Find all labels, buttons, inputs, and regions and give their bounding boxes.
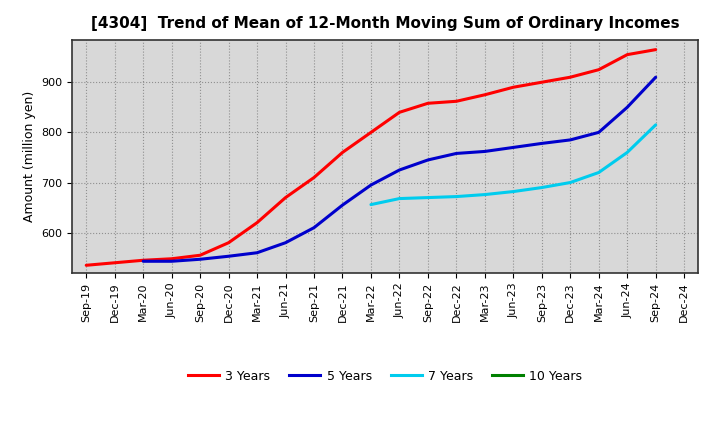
3 Years [167,256,176,261]
5 Years [623,105,631,110]
Line: 5 Years: 5 Years [143,77,656,261]
Line: 7 Years: 7 Years [371,125,656,205]
3 Years [452,99,461,104]
7 Years [509,189,518,194]
3 Years [537,80,546,85]
5 Years [595,130,603,135]
5 Years [282,240,290,246]
3 Years [282,195,290,200]
3 Years [395,110,404,115]
7 Years [366,202,375,207]
5 Years [196,257,204,262]
5 Years [480,149,489,154]
7 Years [480,192,489,197]
3 Years [623,52,631,57]
5 Years [338,202,347,208]
7 Years [395,196,404,201]
7 Years [537,185,546,190]
3 Years [423,101,432,106]
5 Years [566,137,575,143]
3 Years [595,67,603,72]
7 Years [452,194,461,199]
3 Years [366,130,375,135]
5 Years [167,259,176,264]
7 Years [652,122,660,128]
7 Years [566,180,575,185]
5 Years [452,151,461,156]
5 Years [310,225,318,230]
3 Years [480,92,489,97]
3 Years [110,260,119,265]
3 Years [139,258,148,263]
5 Years [253,250,261,255]
5 Years [652,74,660,80]
5 Years [395,167,404,172]
3 Years [225,240,233,246]
3 Years [253,220,261,225]
7 Years [423,195,432,200]
5 Years [537,141,546,146]
7 Years [595,170,603,175]
3 Years [509,84,518,90]
Legend: 3 Years, 5 Years, 7 Years, 10 Years: 3 Years, 5 Years, 7 Years, 10 Years [183,365,588,388]
3 Years [310,175,318,180]
5 Years [139,259,148,264]
3 Years [82,263,91,268]
3 Years [566,74,575,80]
Y-axis label: Amount (million yen): Amount (million yen) [22,91,35,222]
5 Years [509,145,518,150]
Title: [4304]  Trend of Mean of 12-Month Moving Sum of Ordinary Incomes: [4304] Trend of Mean of 12-Month Moving … [91,16,680,32]
5 Years [423,158,432,163]
5 Years [366,183,375,188]
3 Years [338,150,347,155]
3 Years [196,253,204,258]
3 Years [652,47,660,52]
5 Years [225,253,233,259]
Line: 3 Years: 3 Years [86,50,656,265]
7 Years [623,150,631,155]
